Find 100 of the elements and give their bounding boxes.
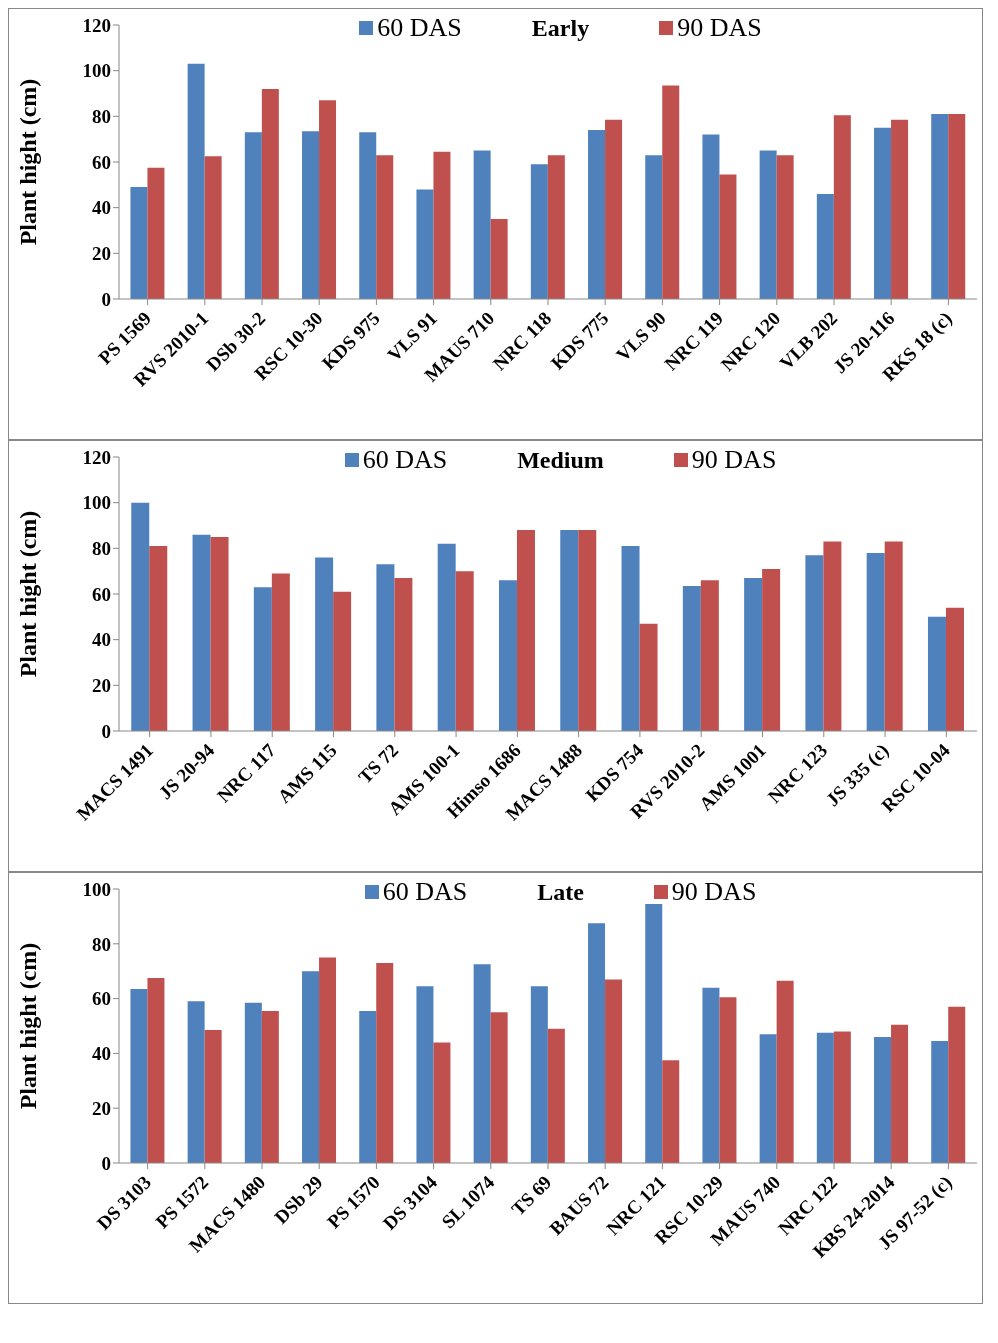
bar [578, 530, 597, 731]
bar [645, 904, 663, 1163]
y-tick-label: 20 [92, 1097, 111, 1119]
bar [261, 1010, 279, 1163]
y-tick-label: 120 [82, 446, 111, 468]
bar [891, 119, 909, 299]
chart-title: Late [537, 878, 584, 906]
bar [147, 167, 165, 299]
bar [376, 564, 395, 731]
y-axis-title: Plant hight (cm) [14, 942, 41, 1110]
bar [884, 541, 903, 731]
bar [187, 63, 205, 299]
bar [776, 980, 794, 1163]
bar [130, 187, 148, 299]
bar [759, 1034, 777, 1163]
x-tick-label: TS 72 [354, 739, 403, 788]
bar [490, 1012, 508, 1163]
bar [719, 174, 737, 299]
y-tick-label: 40 [92, 1043, 111, 1065]
y-tick-label: 40 [92, 629, 111, 651]
bar [261, 88, 279, 299]
bar [866, 552, 885, 731]
bar [833, 115, 851, 299]
bar [302, 971, 320, 1163]
bar [315, 557, 334, 731]
y-tick-label: 60 [92, 151, 111, 173]
bar [319, 957, 337, 1163]
bar [244, 132, 262, 299]
bar [588, 130, 606, 299]
y-tick-label: 80 [92, 538, 111, 560]
y-tick-label: 0 [101, 1152, 111, 1174]
x-tick-label: DSb 29 [270, 1171, 327, 1228]
bar [931, 1041, 949, 1163]
bar [833, 1031, 851, 1163]
bar [823, 541, 842, 731]
legend-label: 60 DAS [377, 13, 462, 43]
bar [945, 607, 964, 731]
bar [473, 964, 491, 1163]
bar [131, 502, 150, 731]
bar [719, 997, 737, 1163]
bar [147, 978, 165, 1163]
legend-label: 90 DAS [677, 13, 762, 43]
bar [530, 986, 548, 1163]
bar [744, 578, 763, 731]
bar [547, 155, 565, 299]
bar [149, 546, 168, 731]
bar [359, 1010, 377, 1163]
bar [805, 555, 824, 731]
bar [516, 530, 535, 731]
bar [605, 979, 623, 1163]
bar [645, 155, 663, 299]
bar [130, 989, 148, 1163]
bar [874, 127, 892, 299]
bar [394, 578, 413, 731]
legend-label: 90 DAS [671, 877, 757, 907]
y-tick-label: 100 [82, 878, 111, 900]
bar [253, 587, 272, 731]
bar [490, 219, 508, 299]
y-tick-label: 40 [92, 197, 111, 219]
bar [302, 131, 320, 299]
bar [948, 1006, 966, 1163]
bar [605, 119, 623, 299]
y-tick-label: 60 [92, 988, 111, 1010]
bar [682, 586, 701, 731]
bar [662, 85, 680, 299]
bar [192, 534, 211, 731]
y-tick-label: 0 [101, 288, 111, 310]
bar [530, 164, 548, 299]
bar [473, 150, 491, 299]
bar [547, 1028, 565, 1163]
y-tick-label: 60 [92, 583, 111, 605]
legend-label: 60 DAS [382, 877, 468, 907]
bar [702, 987, 720, 1163]
y-tick-label: 80 [92, 933, 111, 955]
bar [588, 923, 606, 1163]
bar [433, 151, 451, 299]
chart-title: Early [531, 14, 590, 42]
y-tick-label: 120 [82, 14, 111, 36]
bar [437, 543, 456, 731]
legend-label: 60 DAS [362, 445, 448, 475]
bar [244, 1002, 262, 1163]
bar [376, 155, 394, 299]
y-tick-label: 80 [92, 106, 111, 128]
bar [319, 100, 337, 299]
y-tick-label: 100 [82, 492, 111, 514]
bar [210, 536, 229, 731]
bar [498, 580, 517, 731]
bar [416, 189, 434, 299]
bar [639, 623, 658, 731]
bar [816, 1032, 834, 1163]
bar [416, 986, 434, 1163]
x-tick-label: TS 69 [507, 1171, 556, 1220]
bar [816, 193, 834, 299]
bar [948, 114, 966, 299]
chart-title: Medium [517, 446, 604, 474]
bar [874, 1036, 892, 1163]
bar [376, 962, 394, 1163]
bar [204, 156, 222, 299]
legend-label: 90 DAS [691, 445, 777, 475]
bar [433, 1042, 451, 1163]
